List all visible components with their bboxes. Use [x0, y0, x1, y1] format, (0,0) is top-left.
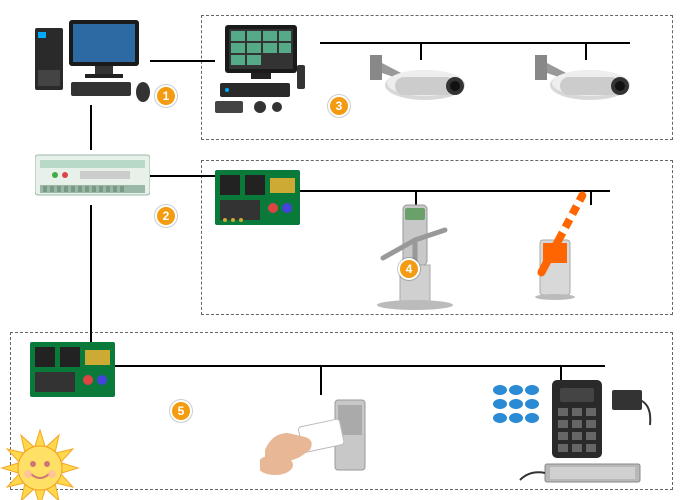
dvr-monitor [215, 25, 320, 115]
connection-line [320, 365, 322, 395]
sun-decoration [0, 420, 95, 500]
number-badge-5: 5 [170, 400, 192, 422]
connection-line [150, 60, 215, 62]
workstation-pc [35, 20, 150, 105]
number-badge-1: 1 [155, 85, 177, 107]
main-controller [35, 150, 150, 205]
cctv-camera-1 [370, 55, 470, 110]
control-board-1 [215, 170, 300, 225]
connection-line [150, 175, 215, 177]
number-badge-4: 4 [398, 258, 420, 280]
keypad-kit [490, 380, 660, 485]
turnstile [375, 200, 455, 310]
boom-barrier [530, 175, 650, 300]
connection-line [320, 42, 630, 44]
cctv-camera-2 [535, 55, 635, 110]
control-board-2 [30, 342, 115, 397]
number-badge-2: 2 [155, 205, 177, 227]
connection-line [90, 105, 92, 150]
card-reader [260, 395, 380, 480]
connection-line [90, 205, 92, 342]
number-badge-3: 3 [328, 95, 350, 117]
connection-line [115, 365, 605, 367]
